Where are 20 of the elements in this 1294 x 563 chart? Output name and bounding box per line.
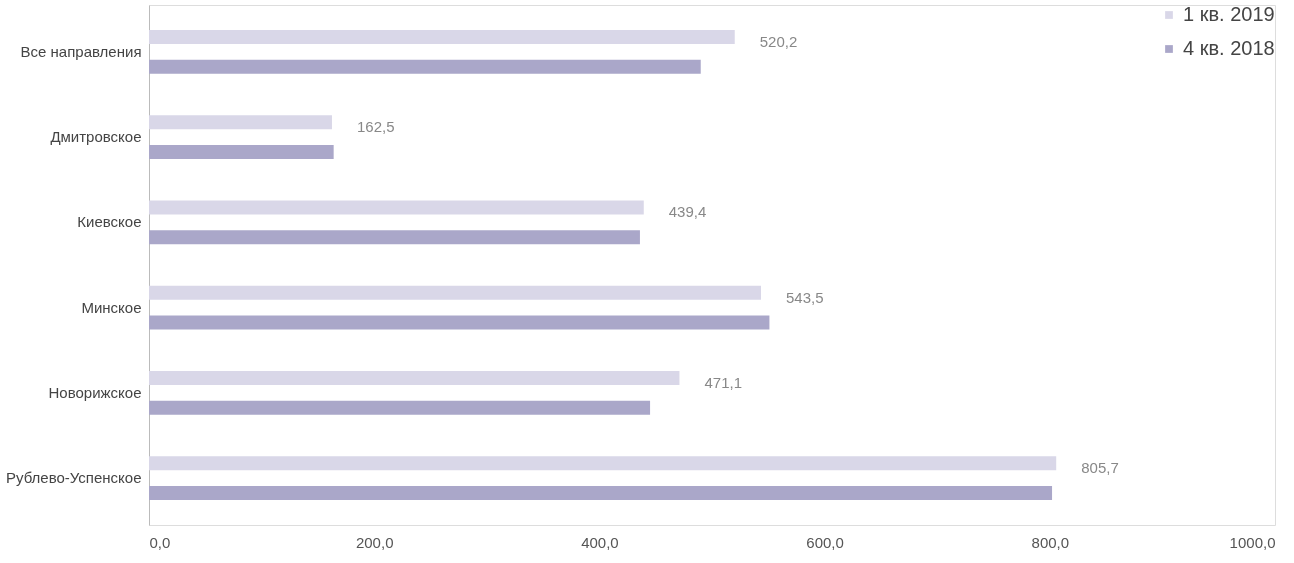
y-tick-label: Минское bbox=[81, 298, 142, 316]
x-tick-label: 800,0 bbox=[1031, 533, 1070, 551]
y-tick-label: Рублево-Успенское bbox=[5, 469, 142, 487]
data-label: 520,2 bbox=[759, 32, 798, 50]
legend-label: 1 кв. 2019 bbox=[1183, 3, 1275, 25]
data-label: 471,1 bbox=[704, 373, 743, 391]
data-label: 439,4 bbox=[668, 203, 707, 221]
legend-label: 4 кв. 2018 bbox=[1183, 37, 1275, 59]
x-tick-label: 400,0 bbox=[581, 533, 619, 551]
y-tick-label: Дмитровское bbox=[50, 128, 142, 146]
y-tick-label: Все направления bbox=[20, 42, 142, 60]
data-label: 543,5 bbox=[785, 288, 824, 306]
y-tick-label: Новорижское bbox=[48, 383, 142, 401]
x-tick-label: 200,0 bbox=[355, 533, 394, 551]
data-label: 162,5 bbox=[356, 118, 395, 136]
x-tick-label: 0,0 bbox=[149, 533, 171, 551]
data-label: 805,7 bbox=[1081, 459, 1119, 477]
x-tick-label: 600,0 bbox=[806, 533, 844, 551]
x-tick-label: 1000,0 bbox=[1229, 533, 1276, 551]
y-tick-label: Киевское bbox=[77, 213, 142, 231]
